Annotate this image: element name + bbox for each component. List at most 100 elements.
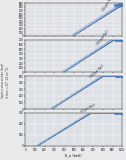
Point	[117, 112, 119, 114]
Point	[120, 39, 122, 41]
Point	[114, 3, 116, 5]
Point	[119, 39, 121, 41]
Point	[120, 75, 122, 78]
Point	[117, 39, 119, 41]
X-axis label: E_n (keV): E_n (keV)	[65, 153, 82, 157]
Point	[117, 4, 119, 7]
Text: Capture cross section (barn)
(1 barn = 10^-24 cm^2): Capture cross section (barn) (1 barn = 1…	[1, 62, 10, 98]
Point	[121, 39, 123, 41]
Point	[115, 39, 117, 41]
Point	[119, 112, 121, 114]
Point	[115, 75, 117, 78]
Point	[119, 4, 121, 7]
Point	[119, 39, 121, 41]
Point	[115, 39, 117, 41]
Point	[115, 39, 117, 41]
Point	[120, 112, 122, 114]
Point	[116, 75, 118, 78]
Point	[116, 75, 118, 78]
Point	[114, 112, 116, 114]
Point	[116, 75, 118, 78]
Point	[120, 75, 122, 78]
Point	[115, 4, 117, 7]
Point	[114, 39, 116, 41]
Point	[119, 4, 121, 7]
Point	[117, 3, 119, 5]
Point	[114, 112, 116, 114]
Point	[121, 3, 123, 6]
Point	[116, 75, 118, 78]
Point	[119, 3, 121, 5]
Point	[117, 3, 119, 6]
Point	[115, 4, 117, 7]
Point	[117, 75, 119, 78]
Point	[120, 75, 122, 78]
Point	[115, 75, 117, 78]
Point	[117, 75, 119, 78]
Point	[114, 4, 116, 6]
Point	[118, 39, 120, 41]
Point	[115, 112, 117, 114]
Point	[121, 2, 123, 4]
Point	[120, 75, 122, 78]
Point	[119, 4, 121, 6]
Point	[119, 3, 121, 5]
Point	[120, 2, 122, 4]
Point	[120, 39, 122, 41]
Point	[119, 4, 121, 6]
Point	[121, 75, 123, 78]
Point	[115, 112, 117, 114]
Point	[117, 39, 119, 41]
Point	[121, 75, 123, 78]
Point	[120, 112, 122, 114]
Point	[119, 4, 121, 7]
Point	[121, 39, 123, 41]
Point	[121, 39, 123, 41]
Point	[121, 39, 123, 41]
Point	[117, 112, 119, 114]
Point	[121, 2, 123, 4]
Point	[116, 75, 118, 78]
Point	[121, 2, 123, 4]
Point	[121, 112, 123, 114]
Point	[116, 4, 118, 7]
Point	[115, 112, 117, 114]
Point	[121, 112, 123, 114]
Point	[115, 3, 117, 6]
Point	[118, 39, 120, 41]
Point	[115, 112, 117, 114]
Point	[121, 112, 123, 114]
Point	[120, 3, 122, 5]
Point	[121, 75, 123, 78]
Point	[120, 112, 122, 114]
Point	[118, 112, 120, 114]
Point	[117, 75, 119, 78]
Point	[118, 3, 120, 5]
Point	[119, 75, 121, 78]
Point	[120, 4, 122, 6]
Point	[121, 2, 123, 5]
Text: 200 ppm NaCl: 200 ppm NaCl	[96, 29, 110, 46]
Point	[121, 75, 123, 78]
Point	[117, 2, 119, 4]
Point	[117, 75, 119, 78]
Point	[121, 112, 123, 114]
Point	[121, 112, 123, 114]
Point	[114, 112, 116, 114]
Point	[118, 39, 120, 41]
Point	[121, 112, 123, 114]
Point	[116, 112, 118, 114]
Point	[119, 39, 121, 41]
Point	[114, 112, 116, 114]
Point	[117, 75, 119, 78]
Point	[116, 75, 118, 78]
Point	[120, 39, 122, 41]
Point	[115, 75, 117, 78]
Point	[117, 39, 119, 41]
Point	[114, 112, 116, 114]
Point	[120, 75, 122, 78]
Point	[121, 2, 123, 5]
Point	[118, 112, 120, 114]
Point	[115, 39, 117, 41]
Point	[121, 2, 123, 4]
